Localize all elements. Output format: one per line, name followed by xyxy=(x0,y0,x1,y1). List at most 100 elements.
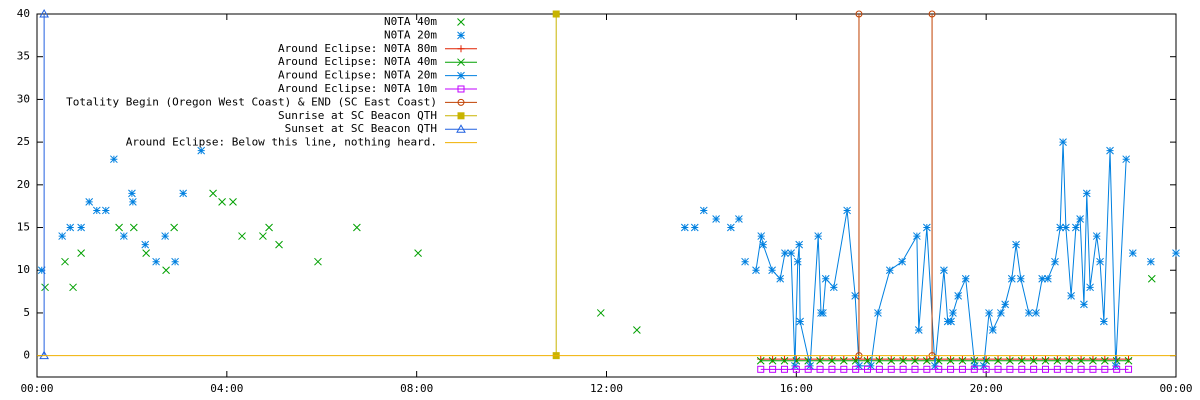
marker-plus xyxy=(1018,355,1026,363)
marker-star xyxy=(796,317,804,326)
marker-x xyxy=(353,223,361,232)
marker-triangle xyxy=(39,8,49,18)
marker-x xyxy=(1089,356,1097,365)
marker-x xyxy=(1041,356,1050,365)
legend-label: Totality Begin (Oregon West Coast) & END… xyxy=(66,95,437,108)
marker-x xyxy=(229,198,237,206)
legend-swatch xyxy=(457,58,465,67)
marker-x xyxy=(1006,356,1014,365)
x-tick-label: 00:00 xyxy=(20,382,53,395)
y-tick-label: 35 xyxy=(17,50,30,63)
marker-square xyxy=(982,365,990,373)
legend-label: Around Eclipse: N0TA 40m xyxy=(278,55,437,68)
x-tick-label: 16:00 xyxy=(780,382,813,395)
marker-star xyxy=(92,206,101,215)
marker-square xyxy=(780,365,788,373)
marker-star xyxy=(1086,283,1094,292)
marker-x xyxy=(414,249,422,258)
marker-star xyxy=(781,249,789,258)
marker-x xyxy=(946,356,955,365)
marker-x xyxy=(934,356,943,365)
marker-x xyxy=(61,257,69,266)
marker-star xyxy=(961,274,970,283)
marker-x xyxy=(115,223,123,232)
marker-x xyxy=(633,326,641,334)
y-tick-label: 20 xyxy=(17,178,30,191)
marker-plus xyxy=(994,355,1002,363)
marker-star xyxy=(819,309,827,317)
y-tick-label: 0 xyxy=(23,349,30,362)
y-tick-label: 15 xyxy=(17,221,30,234)
marker-x xyxy=(218,198,226,206)
y-tick-label: 25 xyxy=(17,135,30,148)
marker-star xyxy=(1067,292,1075,300)
marker-square xyxy=(1018,365,1026,373)
marker-star xyxy=(1082,189,1091,198)
marker-star xyxy=(1007,274,1016,283)
series-line xyxy=(858,14,933,356)
marker-square xyxy=(1053,365,1061,373)
marker-star xyxy=(699,206,708,215)
marker-star xyxy=(885,266,894,275)
marker-x xyxy=(1029,356,1038,365)
marker-star xyxy=(752,266,760,275)
marker-star xyxy=(1062,223,1070,232)
marker-star xyxy=(1012,240,1020,249)
marker-star xyxy=(997,309,1005,317)
marker-star xyxy=(821,274,830,283)
marker-star xyxy=(1096,257,1104,266)
legend-swatch xyxy=(457,98,465,106)
marker-plus xyxy=(1030,355,1038,363)
marker-star xyxy=(77,223,85,232)
marker-star xyxy=(1032,309,1040,317)
y-tick-label: 10 xyxy=(17,263,30,276)
plot-border xyxy=(36,13,1177,378)
marker-x xyxy=(142,249,151,258)
marker-star xyxy=(1001,300,1010,309)
marker-square xyxy=(875,365,883,373)
marker-star xyxy=(768,266,776,275)
marker-star xyxy=(814,232,823,240)
marker-plus xyxy=(757,355,765,363)
y-tick-label: 5 xyxy=(23,306,30,319)
marker-star xyxy=(197,146,206,155)
marker-star xyxy=(66,223,75,232)
marker-x xyxy=(792,356,801,365)
marker-plus xyxy=(780,355,788,363)
marker-square xyxy=(757,365,765,373)
marker-star xyxy=(913,232,921,240)
marker-star xyxy=(1080,300,1088,309)
marker-x xyxy=(816,356,824,365)
marker-plus xyxy=(1125,355,1133,363)
marker-star xyxy=(37,266,46,275)
marker-star xyxy=(1016,274,1025,283)
y-tick-label: 40 xyxy=(17,7,30,20)
marker-plus xyxy=(911,355,919,363)
marker-x xyxy=(238,232,246,240)
marker-x xyxy=(162,266,170,275)
marker-x xyxy=(994,356,1002,365)
marker-square xyxy=(816,365,824,373)
marker-square xyxy=(923,365,931,373)
marker-square xyxy=(1125,365,1133,373)
marker-square xyxy=(947,365,955,373)
marker-square xyxy=(970,365,978,373)
marker-x xyxy=(1124,356,1133,365)
marker-star xyxy=(947,317,955,326)
marker-plus xyxy=(1053,355,1061,363)
marker-square xyxy=(899,365,907,373)
legend-swatch xyxy=(456,124,466,133)
marker-x xyxy=(41,283,49,292)
legend-swatch xyxy=(457,31,465,40)
marker-star xyxy=(58,232,67,240)
legend-label: Around Eclipse: N0TA 10m xyxy=(278,82,437,95)
marker-x xyxy=(596,309,605,317)
marker-x xyxy=(756,356,765,365)
marker-star xyxy=(1025,309,1033,317)
marker-star xyxy=(128,189,136,198)
marker-star xyxy=(101,206,110,215)
marker-star xyxy=(914,326,923,334)
marker-star xyxy=(119,232,128,240)
marker-star xyxy=(759,240,767,249)
